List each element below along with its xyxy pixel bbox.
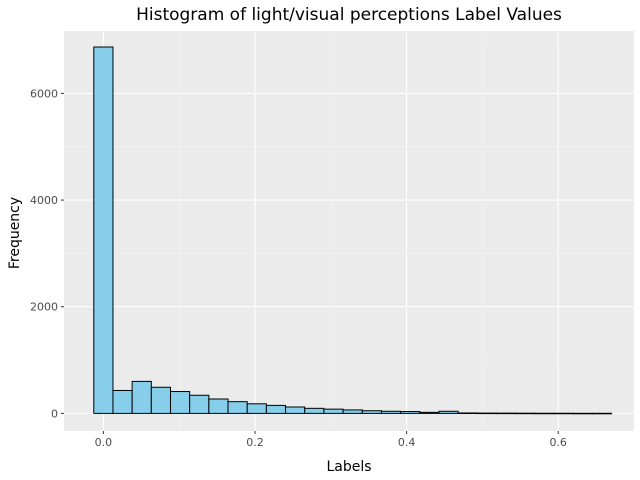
histogram-bar	[572, 412, 593, 415]
histogram-bar	[208, 398, 229, 414]
x-axis-title: Labels	[326, 459, 371, 475]
x-tick-label: 0.4	[398, 436, 416, 449]
histogram-bar	[591, 412, 613, 415]
chart-title: Histogram of light/visual perceptions La…	[136, 5, 562, 25]
histogram-bar	[361, 410, 382, 414]
x-tick-label: 0.0	[95, 436, 113, 449]
histogram-bar	[189, 394, 210, 414]
histogram-bar	[534, 412, 555, 415]
y-tick-label: 4000	[30, 194, 58, 207]
plot-panel	[64, 31, 634, 431]
x-tick-label: 0.2	[246, 436, 264, 449]
histogram-bar	[169, 391, 191, 414]
histogram-bar	[515, 412, 536, 415]
y-axis-ticks: 0 2000 4000 6000	[30, 87, 64, 420]
histogram-bar	[400, 411, 421, 414]
histogram-bar	[496, 412, 517, 415]
histogram-bar	[265, 404, 287, 414]
minor-gridlines	[64, 31, 635, 431]
y-tick-label: 2000	[30, 301, 58, 314]
histogram-bars	[93, 46, 613, 415]
y-axis-title: Frequency	[7, 197, 23, 269]
histogram-bar	[476, 412, 498, 415]
histogram-bar	[438, 410, 459, 414]
histogram-bar	[150, 386, 171, 414]
y-tick-label: 0	[51, 407, 58, 420]
histogram-bar	[285, 406, 306, 414]
histogram-bar	[304, 407, 325, 414]
histogram-bar	[246, 403, 267, 414]
y-tick-label: 6000	[30, 87, 58, 100]
histogram-bar	[553, 412, 574, 415]
histogram-bar	[457, 412, 478, 414]
histogram-bar	[323, 408, 344, 414]
x-tick-label: 0.6	[549, 436, 567, 449]
histogram-bar	[131, 380, 152, 414]
histogram-bar	[112, 389, 133, 414]
histogram-bar	[342, 409, 363, 414]
histogram-bar	[380, 410, 402, 414]
histogram-bar	[227, 401, 248, 414]
x-axis-ticks: 0.0 0.2 0.4 0.6	[95, 431, 567, 449]
histogram-bar	[93, 46, 114, 414]
histogram-bar	[419, 411, 440, 414]
